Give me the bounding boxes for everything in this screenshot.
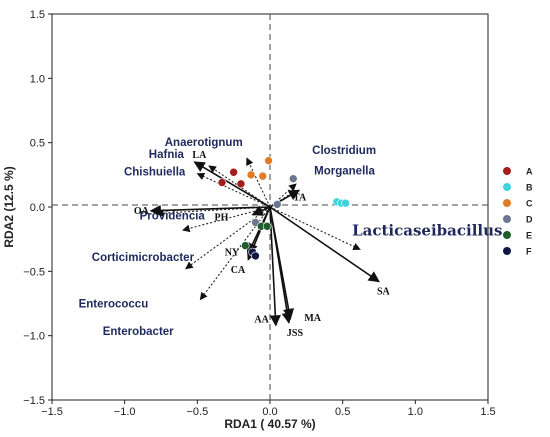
genus-label: Corticimicrobacter xyxy=(92,252,195,264)
genus-arrow xyxy=(246,157,271,208)
genus-label: Enterobacter xyxy=(103,326,174,338)
x-axis-title: RDA1 ( 40.57 %) xyxy=(224,417,315,431)
genus-arrow xyxy=(196,172,271,208)
y-tick-label: −0.5 xyxy=(23,266,45,278)
point-group-f xyxy=(251,251,260,261)
env-label: CA xyxy=(231,265,246,276)
legend-marker xyxy=(503,167,511,175)
genus-label: Anaerotignum xyxy=(165,137,243,149)
env-arrow xyxy=(251,205,271,216)
genus-label: Enterococcu xyxy=(79,299,149,311)
point-group-c xyxy=(246,170,256,180)
point-group-c xyxy=(264,156,273,165)
point-group-a xyxy=(229,167,238,177)
env-arrow xyxy=(269,206,293,324)
point-group-c xyxy=(258,171,268,181)
legend-label: A xyxy=(526,167,533,177)
genus-label: Hafnia xyxy=(149,149,185,161)
point-group-b xyxy=(341,198,350,208)
env-label: AA xyxy=(254,314,269,325)
legend-label: F xyxy=(526,247,532,257)
genus-arrow xyxy=(155,206,271,217)
y-tick-label: −1.5 xyxy=(23,395,45,407)
genus-label: Lacticaseibacillus xyxy=(352,221,502,239)
env-label: PH xyxy=(215,213,229,224)
x-tick-label: 1.0 xyxy=(408,406,423,418)
point-group-e xyxy=(240,241,250,250)
x-tick-label: 0.0 xyxy=(262,406,277,418)
y-axis-title: RDA2 (12.5 %) xyxy=(2,166,16,247)
y-axis: −1.5 −1.0 −0.5 0.0 0.5 1.0 1.5 xyxy=(23,9,52,407)
genus-arrow xyxy=(182,206,271,233)
x-tick-label: 0.5 xyxy=(335,406,350,418)
legend-label: D xyxy=(526,215,533,225)
env-arrow xyxy=(149,204,271,217)
point-group-a xyxy=(217,178,227,187)
x-tick-label: −0.5 xyxy=(186,406,208,418)
env-label: OA xyxy=(134,206,150,217)
env-label: JSS xyxy=(287,328,304,339)
legend-marker xyxy=(503,199,511,207)
point-group-d xyxy=(272,200,282,209)
legend-marker xyxy=(503,247,511,255)
env-arrow xyxy=(269,206,380,283)
legend-marker xyxy=(503,215,511,223)
legend-label: B xyxy=(526,183,533,193)
sample-points xyxy=(217,156,350,261)
x-tick-label: 1.5 xyxy=(480,406,495,418)
genus-label: Providencia xyxy=(140,210,206,222)
env-label: TA xyxy=(293,192,307,203)
genus-label: Clostridium xyxy=(312,145,376,157)
x-axis: −1.5 −1.0 −0.5 0.0 0.5 1.0 1.5 xyxy=(41,400,496,418)
genus-label: Chishuiella xyxy=(124,167,186,179)
legend-marker xyxy=(503,183,511,191)
env-label: LA xyxy=(192,150,207,161)
point-group-a xyxy=(236,179,246,189)
x-tick-label: −1.0 xyxy=(114,406,136,418)
point-group-e xyxy=(262,222,272,231)
env-label: SA xyxy=(377,287,391,298)
genus-label: Morganella xyxy=(314,165,375,177)
genus-arrow xyxy=(199,206,271,301)
y-tick-label: 0.5 xyxy=(30,138,45,150)
y-tick-label: 1.5 xyxy=(30,9,45,21)
legend-marker xyxy=(503,231,511,239)
env-label: NY xyxy=(225,247,240,258)
point-group-d xyxy=(288,174,298,183)
y-tick-label: 0.0 xyxy=(30,202,45,214)
env-arrow xyxy=(193,161,271,208)
genus-arrow xyxy=(269,206,361,250)
legend-label: C xyxy=(526,199,533,209)
legend-label: E xyxy=(526,231,532,241)
genus-arrow xyxy=(185,206,271,270)
x-tick-label: −1.5 xyxy=(41,406,63,418)
y-tick-label: −1.0 xyxy=(23,331,45,343)
y-tick-label: 1.0 xyxy=(30,73,45,85)
env-label: MA xyxy=(304,313,321,324)
